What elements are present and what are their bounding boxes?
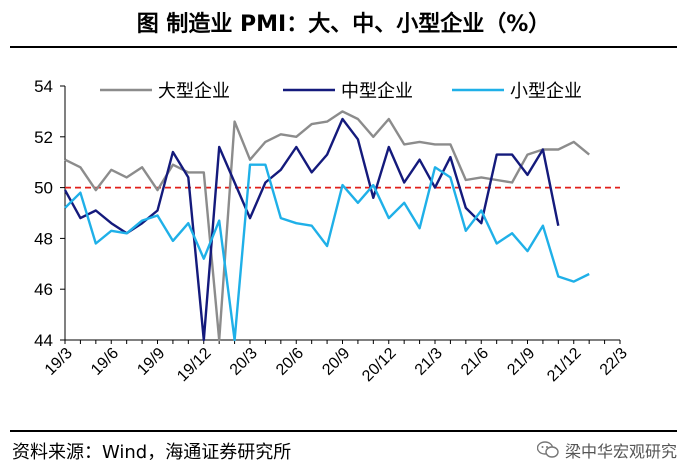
y-tick-label: 52 xyxy=(34,128,53,147)
x-tick-label: 21/9 xyxy=(504,345,538,379)
x-tick-label: 21/3 xyxy=(412,345,446,379)
x-tick-label: 19/12 xyxy=(174,345,214,385)
chart-title: 图 制造业 PMI：大、中、小型企业（%） xyxy=(136,12,551,37)
wechat-icon xyxy=(536,441,559,458)
series-line-2 xyxy=(63,117,560,342)
watermark: 梁中华宏观研究 xyxy=(536,438,677,462)
footer-rule xyxy=(10,430,677,432)
legend-label-2: 中型企业 xyxy=(341,81,413,102)
x-tick-label: 22/3 xyxy=(597,345,631,379)
source-note: 资料来源：Wind，海通证券研究所 xyxy=(12,442,292,463)
x-tick-label: 19/9 xyxy=(134,345,168,379)
x-tick-label: 20/3 xyxy=(227,345,261,379)
watermark-text: 梁中华宏观研究 xyxy=(564,442,677,461)
y-tick-label: 46 xyxy=(34,280,53,299)
legend-group: 大型企业 中型企业 小型企业 xyxy=(100,81,582,102)
series-line-1 xyxy=(64,110,590,342)
title-rule xyxy=(10,46,677,48)
x-tick-label: 20/6 xyxy=(273,345,307,379)
legend-label-3: 小型企业 xyxy=(510,81,582,102)
y-tick-label: 50 xyxy=(34,179,53,198)
y-tick-label: 44 xyxy=(34,331,53,350)
x-tick-label: 21/6 xyxy=(458,345,492,379)
y-tick-label: 54 xyxy=(34,77,53,96)
y-tick-label: 48 xyxy=(34,229,53,248)
x-tick-label: 19/6 xyxy=(88,345,122,379)
x-tick-label: 20/9 xyxy=(319,345,353,379)
series-line-3 xyxy=(64,163,590,342)
series-group xyxy=(63,110,620,342)
legend-label-1: 大型企业 xyxy=(158,81,230,102)
x-tick-label: 21/12 xyxy=(544,345,584,385)
x-tick-label: 20/12 xyxy=(359,345,399,385)
